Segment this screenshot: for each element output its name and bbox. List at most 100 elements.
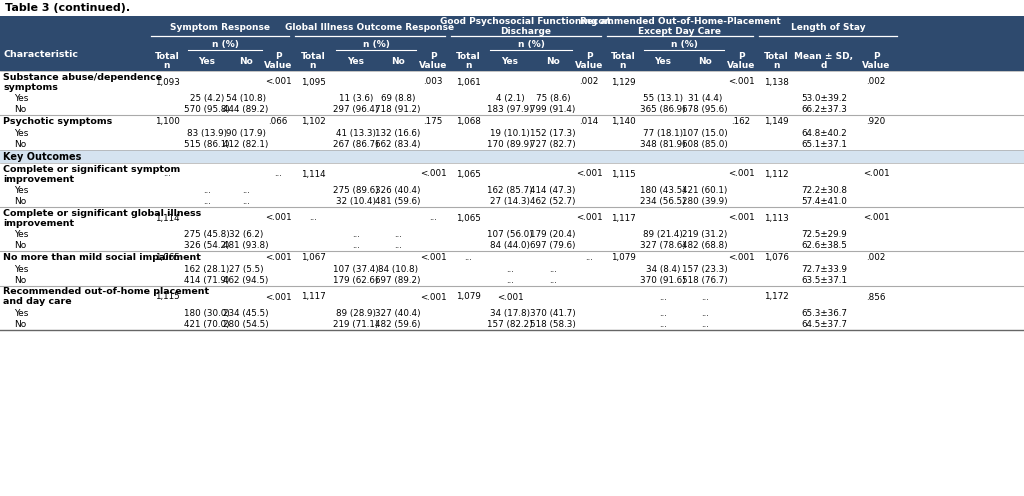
Text: Length of Stay: Length of Stay <box>791 22 865 32</box>
Text: 162 (28.1): 162 (28.1) <box>184 265 229 274</box>
Text: 31 (4.4): 31 (4.4) <box>688 94 722 103</box>
Text: 421 (60.1): 421 (60.1) <box>682 186 728 195</box>
Text: 219 (71.1): 219 (71.1) <box>334 320 379 329</box>
Text: 608 (85.0): 608 (85.0) <box>682 140 728 149</box>
Text: 65.3±36.7: 65.3±36.7 <box>801 309 847 318</box>
Text: <.001: <.001 <box>264 213 291 223</box>
Text: 107 (37.4): 107 (37.4) <box>333 265 379 274</box>
Text: <.001: <.001 <box>264 253 291 262</box>
Text: 1,067: 1,067 <box>301 253 326 262</box>
Text: Characteristic: Characteristic <box>3 50 78 59</box>
Text: 481 (93.8): 481 (93.8) <box>223 241 269 250</box>
Text: 1,112: 1,112 <box>764 170 788 179</box>
Text: P: P <box>274 52 282 61</box>
Text: 34 (17.8): 34 (17.8) <box>489 309 530 318</box>
Text: 1,172: 1,172 <box>764 293 788 302</box>
Text: 54 (10.8): 54 (10.8) <box>226 94 266 103</box>
Text: n (%): n (%) <box>362 40 389 49</box>
Text: ...: ... <box>701 320 709 329</box>
Text: P: P <box>430 52 436 61</box>
Text: 799 (91.4): 799 (91.4) <box>530 105 575 114</box>
Text: 27 (14.3): 27 (14.3) <box>490 197 530 206</box>
Text: 327 (78.6): 327 (78.6) <box>640 241 686 250</box>
Text: 152 (17.3): 152 (17.3) <box>530 129 575 138</box>
Text: ...: ... <box>429 213 437 223</box>
Text: .066: .066 <box>268 117 288 126</box>
Text: and day care: and day care <box>3 298 72 307</box>
Text: improvement: improvement <box>3 219 74 228</box>
Text: 1,114: 1,114 <box>155 213 179 223</box>
Text: 1,095: 1,095 <box>301 77 326 86</box>
Text: 1,113: 1,113 <box>764 213 788 223</box>
Text: No: No <box>240 57 253 65</box>
Text: No: No <box>546 57 560 65</box>
Text: 157 (23.3): 157 (23.3) <box>682 265 728 274</box>
Text: 65.1±37.1: 65.1±37.1 <box>801 140 847 149</box>
Text: Total: Total <box>155 52 179 61</box>
Text: Yes: Yes <box>14 265 29 274</box>
Text: n: n <box>164 61 170 70</box>
Bar <box>0 308 1024 319</box>
Bar <box>0 163 1024 185</box>
Text: No more than mild social impairment: No more than mild social impairment <box>3 253 201 262</box>
Text: 462 (52.7): 462 (52.7) <box>530 197 575 206</box>
Text: 179 (62.6): 179 (62.6) <box>334 276 379 285</box>
Text: 41 (13.3): 41 (13.3) <box>336 129 376 138</box>
Text: Value: Value <box>727 61 755 70</box>
Text: 275 (45.8): 275 (45.8) <box>184 230 229 239</box>
Text: Yes: Yes <box>14 94 29 103</box>
Text: Yes: Yes <box>347 57 365 65</box>
Text: ...: ... <box>585 253 593 262</box>
Text: P: P <box>872 52 880 61</box>
Text: improvement: improvement <box>3 175 74 184</box>
Text: 326 (54.2): 326 (54.2) <box>184 241 229 250</box>
Text: n (%): n (%) <box>517 40 545 49</box>
Text: <.001: <.001 <box>420 253 446 262</box>
Text: <.001: <.001 <box>420 170 446 179</box>
Text: 1,117: 1,117 <box>301 293 326 302</box>
Text: ...: ... <box>701 293 709 302</box>
Text: 75 (8.6): 75 (8.6) <box>536 94 570 103</box>
Text: ...: ... <box>394 230 402 239</box>
Text: Yes: Yes <box>502 57 518 65</box>
Text: 234 (45.5): 234 (45.5) <box>223 309 269 318</box>
Bar <box>0 16 1024 38</box>
Text: 32 (10.4): 32 (10.4) <box>336 197 376 206</box>
Bar <box>0 128 1024 139</box>
Text: 462 (94.5): 462 (94.5) <box>223 276 268 285</box>
Text: Yes: Yes <box>654 57 672 65</box>
Text: 69 (8.8): 69 (8.8) <box>381 94 416 103</box>
Text: 482 (68.8): 482 (68.8) <box>682 241 728 250</box>
Text: 25 (4.2): 25 (4.2) <box>189 94 224 103</box>
Text: <.001: <.001 <box>728 77 755 86</box>
Text: Except Day Care: Except Day Care <box>639 27 722 37</box>
Text: 34 (8.4): 34 (8.4) <box>646 265 680 274</box>
Text: n: n <box>620 61 627 70</box>
Text: Yes: Yes <box>14 186 29 195</box>
Text: <.001: <.001 <box>862 170 889 179</box>
Text: 1,129: 1,129 <box>610 77 635 86</box>
Text: Psychotic symptoms: Psychotic symptoms <box>3 117 113 126</box>
Text: 1,065: 1,065 <box>456 170 480 179</box>
Text: .002: .002 <box>866 253 886 262</box>
Bar <box>0 115 1024 128</box>
Text: 370 (91.6): 370 (91.6) <box>640 276 686 285</box>
Text: 1,114: 1,114 <box>301 170 326 179</box>
Bar <box>0 229 1024 240</box>
Text: Good Psychosocial Functioning at: Good Psychosocial Functioning at <box>440 17 611 26</box>
Text: 662 (83.4): 662 (83.4) <box>375 140 421 149</box>
Text: No: No <box>14 140 27 149</box>
Text: Total: Total <box>764 52 788 61</box>
Text: 72.5±29.9: 72.5±29.9 <box>801 230 847 239</box>
Text: 84 (44.0): 84 (44.0) <box>490 241 530 250</box>
Text: 132 (16.6): 132 (16.6) <box>376 129 421 138</box>
Text: 1,061: 1,061 <box>456 77 480 86</box>
Text: 275 (89.6): 275 (89.6) <box>333 186 379 195</box>
Text: ...: ... <box>274 170 282 179</box>
Text: n (%): n (%) <box>671 40 697 49</box>
Bar <box>0 196 1024 207</box>
Text: 64.8±40.2: 64.8±40.2 <box>801 129 847 138</box>
Text: Discharge: Discharge <box>501 27 552 37</box>
Text: 297 (96.4): 297 (96.4) <box>334 105 379 114</box>
Text: 107 (15.0): 107 (15.0) <box>682 129 728 138</box>
